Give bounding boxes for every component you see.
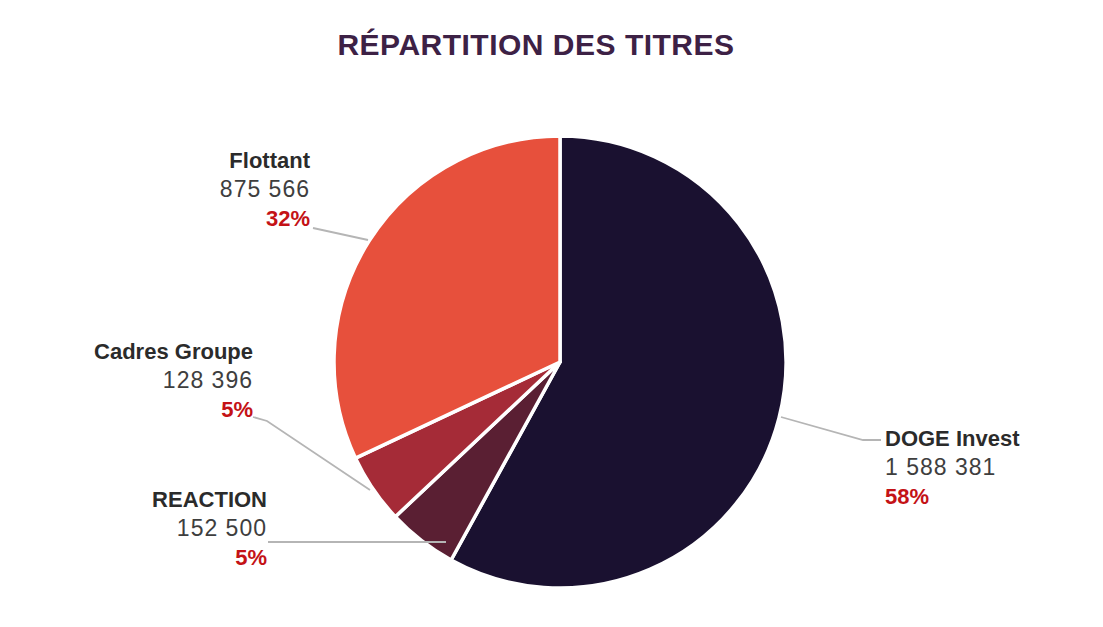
pie-slices-group: [334, 136, 786, 588]
slice-name: REACTION: [152, 485, 267, 514]
label-doge-invest: DOGE Invest 1 588 381 58%: [885, 424, 1019, 511]
leader-line-doge-invest: [781, 417, 881, 440]
slice-percent: 32%: [220, 204, 310, 233]
slice-value: 128 396: [94, 366, 253, 395]
slice-value: 1 588 381: [885, 453, 1019, 482]
slice-name: Cadres Groupe: [94, 337, 253, 366]
leader-line-flottant: [313, 228, 368, 240]
slice-percent: 58%: [885, 482, 1019, 511]
slice-name: Flottant: [220, 146, 310, 175]
slice-value: 875 566: [220, 175, 310, 204]
slice-name: DOGE Invest: [885, 424, 1019, 453]
label-flottant: Flottant 875 566 32%: [220, 146, 310, 233]
label-cadres-groupe: Cadres Groupe 128 396 5%: [94, 337, 253, 424]
slice-percent: 5%: [152, 543, 267, 572]
slice-value: 152 500: [152, 514, 267, 543]
slice-percent: 5%: [94, 395, 253, 424]
slide-canvas: RÉPARTITION DES TITRES Flottant 875 566 …: [0, 0, 1103, 627]
label-reaction: REACTION 152 500 5%: [152, 485, 267, 572]
